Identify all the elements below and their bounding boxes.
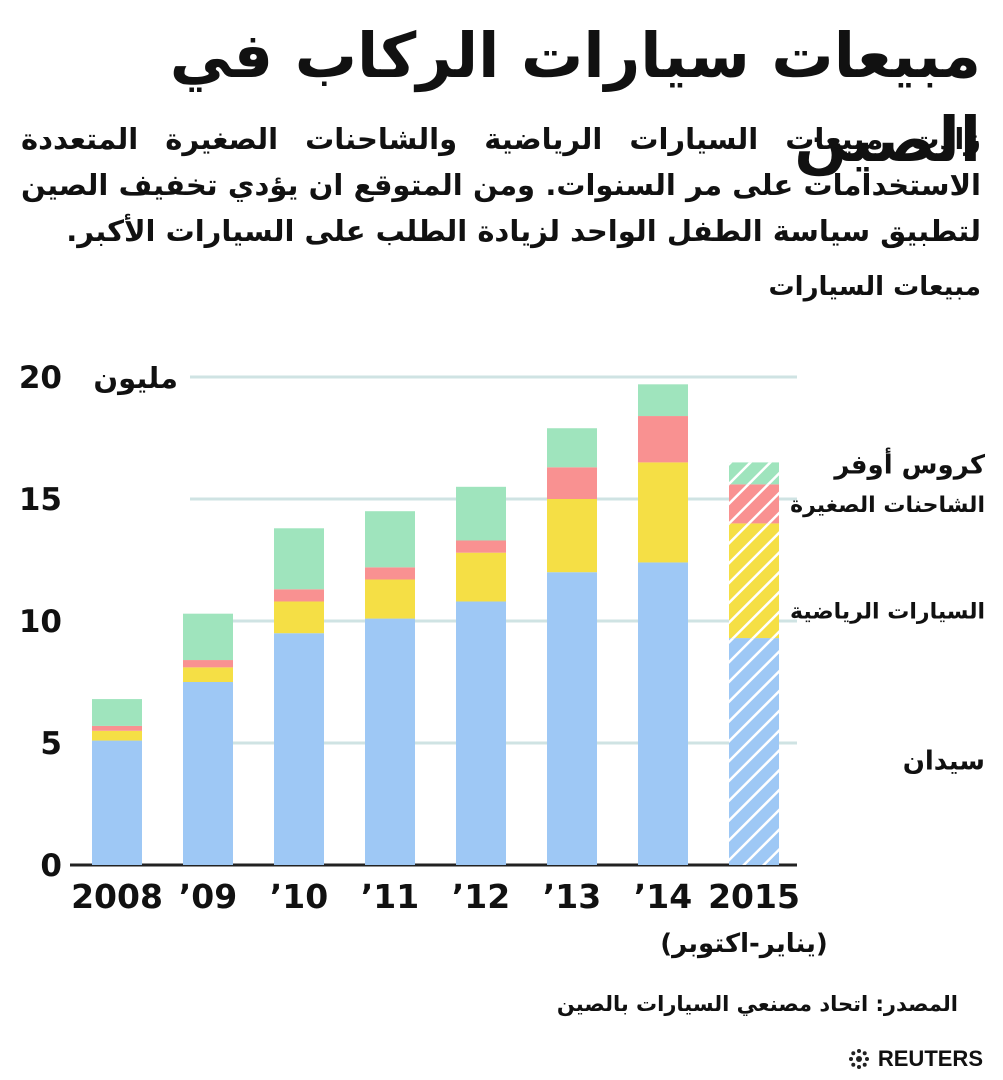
bar-segment-hatch [729, 462, 779, 485]
bar-segment-hatch [729, 523, 779, 639]
y-tick-label: 15 [19, 482, 62, 518]
bar-segment [274, 601, 324, 634]
y-tick-label: 10 [19, 604, 62, 640]
axis-labels: 0 5 10 15 20 مليون 2008 ’09 ’10 ’11 ’12 ’13 ’14 2015 (… [19, 360, 986, 959]
legend-label: سيدان [903, 747, 985, 777]
bar-segment [92, 740, 142, 865]
bar-segment [547, 467, 597, 499]
bar-segment [456, 540, 506, 553]
bar-segment [92, 699, 142, 726]
x-tick-label: 2015 [708, 877, 800, 916]
bars [92, 384, 779, 865]
stacked-bar-chart: 0 5 10 15 20 مليون 2008 ’09 ’10 ’11 ’12 ’13 ’14 2015 (… [19, 360, 986, 959]
y-tick-label: 5 [40, 726, 62, 762]
y-tick-label: 0 [40, 848, 62, 884]
bar-segment [456, 601, 506, 865]
x-tick-label: ’12 [452, 877, 510, 916]
y-unit-label: مليون [93, 361, 178, 395]
bar-segment [365, 511, 415, 568]
bar-segment [638, 416, 688, 463]
chart-title: مبيعات سيارات الركاب في الصين [169, 19, 981, 176]
bar-segment [274, 528, 324, 590]
x-tick-sublabel: (يناير-اكتوبر) [660, 929, 828, 959]
x-tick-label: ’14 [634, 877, 692, 916]
x-tick-label: 2008 [71, 877, 163, 916]
legend-label: السيارات الرياضية [790, 600, 985, 625]
bar-segment [183, 682, 233, 865]
x-tick-label: ’11 [361, 877, 419, 916]
bar-segment [638, 384, 688, 417]
bar-segment [638, 462, 688, 563]
bar-segment [638, 562, 688, 865]
bar-segment [365, 579, 415, 619]
bar-segment [456, 486, 506, 541]
bar-segment [183, 613, 233, 661]
bar-segment [365, 618, 415, 865]
legend-label: الشاحنات الصغيرة [790, 493, 985, 518]
bar-segment [365, 567, 415, 580]
x-tick-label: ’10 [270, 877, 328, 916]
bar-segment [274, 633, 324, 865]
bar-segment [547, 428, 597, 468]
bar-segment [92, 725, 142, 731]
bar-segment [547, 499, 597, 573]
bar-segment-hatch [729, 638, 779, 865]
bar-segment [183, 660, 233, 668]
brand-name: REUTERS [877, 1046, 983, 1071]
x-tick-label: ’13 [543, 877, 601, 916]
bar-segment [183, 667, 233, 682]
source-note: المصدر: اتحاد مصنعي السيارات بالصين [556, 992, 958, 1016]
bar-segment [92, 730, 142, 741]
chart-subtitle: زادت مبيعات السيارات الرياضية والشاحنات … [21, 122, 981, 248]
x-tick-label: ’09 [179, 877, 237, 916]
legend-label: كروس أوفر [832, 447, 986, 480]
reuters-logo-icon [848, 1049, 869, 1069]
brand-logo: REUTERS [846, 1046, 983, 1072]
unit-heading: مبيعات السيارات [768, 272, 981, 302]
bar-segment [456, 552, 506, 602]
y-tick-label: 20 [19, 360, 62, 396]
bar-segment-hatch [729, 484, 779, 524]
bar-segment [547, 572, 597, 865]
bar-segment [274, 589, 324, 602]
